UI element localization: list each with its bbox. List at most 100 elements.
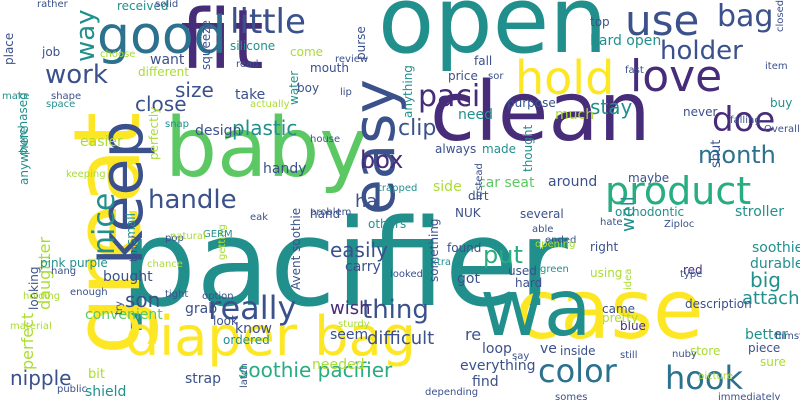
cloud-word: stroller	[735, 204, 784, 220]
cloud-word: right	[590, 240, 619, 254]
cloud-word: mouth	[310, 61, 349, 75]
cloud-word: holder	[660, 36, 743, 66]
cloud-word: material	[10, 321, 52, 332]
cloud-word: side	[433, 179, 462, 195]
cloud-word: say	[512, 351, 530, 362]
cloud-word: car seat	[478, 175, 535, 191]
cloud-word: love	[630, 51, 723, 102]
cloud-word: ve	[540, 341, 557, 357]
cloud-word: good	[97, 6, 227, 66]
cloud-word: choose	[100, 49, 136, 60]
cloud-word: clip	[398, 116, 437, 141]
cloud-word: falling	[730, 115, 761, 126]
cloud-word: chance	[147, 259, 183, 270]
cloud-word: use	[625, 0, 700, 45]
cloud-word: looked	[390, 269, 423, 280]
cloud-word: pretty	[602, 311, 639, 325]
cloud-word: fall	[474, 54, 493, 68]
cloud-word: purpose	[507, 96, 556, 110]
cloud-word: know	[235, 321, 272, 337]
cloud-word: ha	[355, 191, 378, 212]
cloud-word: handle	[148, 185, 237, 215]
cloud-word: color	[538, 352, 617, 390]
cloud-word: instead	[474, 163, 485, 200]
cloud-word: dirt	[468, 189, 489, 203]
cloud-word: item	[765, 61, 788, 72]
cloud-word: always	[435, 142, 477, 156]
cloud-word: extra	[425, 257, 452, 268]
cloud-word: attach	[742, 288, 800, 309]
cloud-word: hard open	[590, 33, 662, 49]
cloud-word: around	[548, 174, 598, 190]
cloud-word: diaper bag	[125, 305, 416, 368]
cloud-word: hook	[665, 359, 743, 397]
cloud-word: snap	[165, 119, 190, 130]
cloud-word: sturdy	[338, 319, 370, 330]
cloud-word: much	[555, 107, 595, 123]
cloud-word: hate	[600, 217, 623, 228]
cloud-word: place	[2, 32, 16, 65]
cloud-word: squeeze	[199, 20, 213, 70]
cloud-word: really	[208, 289, 297, 327]
cloud-word: looking	[27, 266, 41, 310]
cloud-word: make	[2, 91, 30, 102]
cloud-word: bag	[717, 0, 774, 34]
cloud-word: type	[680, 269, 703, 280]
cloud-word: red	[683, 263, 703, 277]
cloud-word: option	[202, 291, 234, 302]
cloud-word: trapped	[378, 183, 418, 194]
cloud-word: space	[46, 99, 76, 110]
cloud-word: different	[138, 65, 189, 79]
cloud-word: re	[465, 325, 482, 344]
cloud-word: way	[71, 9, 101, 62]
cloud-word: thing	[362, 295, 429, 325]
cloud-word: easily	[330, 238, 388, 262]
cloud-word: several	[520, 207, 564, 221]
cloud-word: loop	[482, 341, 512, 357]
cloud-word: bought	[103, 269, 153, 285]
cloud-word: anything	[401, 65, 415, 118]
cloud-word: case	[515, 263, 704, 358]
cloud-word: paci	[418, 79, 481, 114]
cloud-word: box	[360, 146, 404, 174]
cloud-word: Ziploc	[664, 219, 695, 230]
cloud-word: something	[427, 218, 441, 282]
cloud-word: strap	[185, 371, 222, 387]
cloud-word: ordered	[223, 333, 270, 347]
cloud-word: grab	[185, 301, 218, 317]
cloud-word: picture	[698, 371, 733, 382]
cloud-word: design	[195, 123, 242, 139]
cloud-word: problem	[310, 207, 352, 218]
cloud-word: hang	[51, 266, 77, 277]
cloud-word: public	[57, 384, 88, 395]
cloud-word: natural	[170, 231, 206, 242]
cloud-word: received	[117, 0, 169, 13]
cloud-word: nipple	[10, 366, 72, 390]
cloud-word: read	[236, 59, 259, 70]
cloud-word: found	[447, 241, 482, 255]
cloud-word: thought	[521, 124, 535, 172]
cloud-word: orthodontic	[615, 205, 685, 219]
cloud-word: nuby	[672, 349, 697, 360]
cloud-word: review	[335, 54, 369, 65]
cloud-word: got	[457, 271, 480, 287]
cloud-word: clean	[430, 65, 651, 160]
cloud-word: find	[472, 374, 499, 390]
cloud-word: flimsy	[775, 331, 800, 342]
cloud-word: never	[683, 105, 718, 119]
cloud-word: maybe	[628, 171, 670, 185]
cloud-word: carry	[345, 259, 381, 275]
cloud-word: job	[42, 45, 61, 59]
cloud-word: anywhere	[17, 126, 31, 185]
cloud-word: latch	[239, 363, 250, 388]
cloud-word: description	[685, 297, 752, 311]
cloud-word: lip	[340, 87, 352, 98]
cloud-word: actually	[250, 99, 290, 110]
cloud-word: top	[590, 15, 610, 29]
cloud-word: depending	[425, 387, 479, 398]
cloud-word: hard	[515, 276, 543, 290]
cloud-word: wa	[480, 264, 592, 354]
cloud-word: needed	[312, 357, 365, 373]
cloud-word: nice	[87, 192, 122, 255]
